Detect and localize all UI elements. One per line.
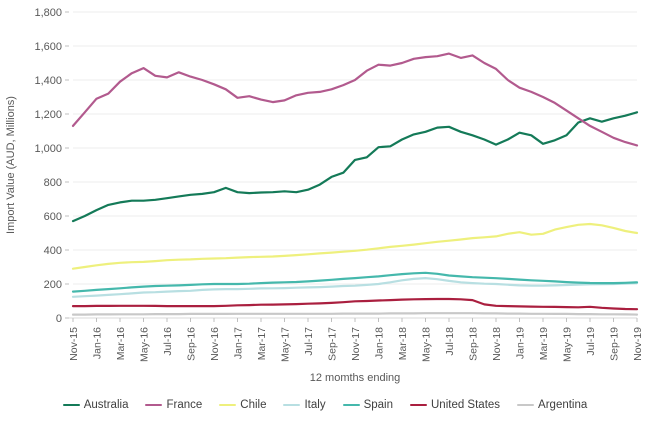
legend-swatch-icon	[517, 403, 535, 407]
y-tick-label: 1,800	[34, 7, 62, 19]
x-tick-label: May-16	[139, 327, 151, 362]
x-tick-label: Jan-18	[374, 327, 386, 359]
series-line-australia	[71, 111, 639, 223]
legend-swatch-icon	[410, 403, 427, 407]
legend-label: Argentina	[538, 399, 588, 411]
y-axis: 0 200 400 600 800 1,000 1,200 1,400 1,600 1,800	[34, 7, 69, 325]
series-line-argentina	[71, 312, 639, 316]
y-tick-label: 800	[44, 177, 62, 189]
x-tick-label: Jul-16	[162, 327, 174, 356]
legend-swatch-icon	[219, 403, 237, 407]
x-tick-label: Mar-19	[538, 327, 550, 360]
series-line-italy	[71, 277, 639, 298]
x-tick-label: Nov-18	[491, 327, 503, 361]
legend-item-chile: Chile	[219, 399, 266, 411]
x-tick-label: Nov-19	[632, 327, 644, 361]
x-tick-label: Jan-19	[515, 327, 527, 359]
legend-label: Chile	[240, 399, 267, 411]
y-tick-label: 600	[44, 211, 62, 223]
chart-canvas: 0 200 400 600 800 1,000 1,200 1,400 1,600 1,800 N…	[5, 7, 644, 384]
x-tick-label: May-19	[562, 327, 574, 362]
series-line-spain	[71, 271, 639, 293]
y-tick-label: 0	[56, 313, 62, 325]
y-axis-title: Import Value (AUD, Millions)	[5, 96, 17, 234]
x-tick-label: Jul-17	[303, 327, 315, 356]
series-line-chile	[71, 222, 639, 270]
x-tick-label: Jan-17	[233, 327, 245, 359]
series-line-united-states	[71, 297, 639, 311]
x-tick-label: Nov-15	[68, 327, 80, 361]
y-tick-label: 1,400	[34, 75, 62, 87]
y-tick-label: 1,200	[34, 109, 62, 121]
legend-swatch-icon	[283, 403, 301, 407]
x-axis-title: 12 momths ending	[310, 372, 401, 384]
series-line-france	[71, 52, 639, 147]
legend-label: France	[166, 399, 203, 411]
legend-item-argentina: Argentina	[517, 399, 587, 411]
y-tick-label: 200	[44, 279, 62, 291]
x-tick-label: Nov-17	[350, 327, 362, 361]
x-axis: Nov-15 Jan-16 Mar-16 May-16 Jul-16 Sep-16 Nov-…	[68, 318, 644, 362]
x-tick-label: Sep-17	[327, 327, 339, 361]
x-tick-label: Jan-16	[92, 327, 104, 359]
gridlines	[69, 11, 637, 319]
x-tick-label: May-17	[280, 327, 292, 362]
y-tick-label: 1,600	[34, 41, 62, 53]
legend-item-italy: Italy	[283, 399, 326, 411]
x-tick-label: Mar-16	[115, 327, 127, 360]
series-lines	[71, 52, 639, 316]
x-tick-label: Jul-18	[444, 327, 456, 356]
legend-label: Spain	[363, 399, 393, 411]
x-tick-label: May-18	[421, 327, 433, 362]
x-tick-label: Sep-18	[468, 327, 480, 361]
legend-swatch-icon	[145, 403, 163, 407]
x-tick-label: Sep-16	[186, 327, 198, 361]
legend-label: Italy	[304, 399, 326, 411]
x-tick-label: Sep-19	[609, 327, 621, 361]
legend-item-united-states: United States	[410, 399, 500, 411]
legend: Australia France Chile Italy Spain United Sta…	[0, 392, 650, 418]
legend-label: United States	[431, 399, 501, 411]
x-tick-label: Mar-18	[397, 327, 409, 360]
legend-label: Australia	[83, 399, 129, 411]
y-tick-label: 1,000	[34, 143, 62, 155]
x-tick-label: Mar-17	[256, 327, 268, 360]
y-tick-label: 400	[44, 245, 62, 257]
legend-item-spain: Spain	[342, 399, 393, 411]
legend-item-australia: Australia	[62, 399, 129, 411]
legend-swatch-icon	[62, 403, 80, 407]
x-tick-label: Jul-19	[585, 327, 597, 356]
legend-item-france: France	[145, 399, 202, 411]
x-tick-label: Nov-16	[209, 327, 221, 361]
legend-swatch-icon	[342, 403, 360, 407]
